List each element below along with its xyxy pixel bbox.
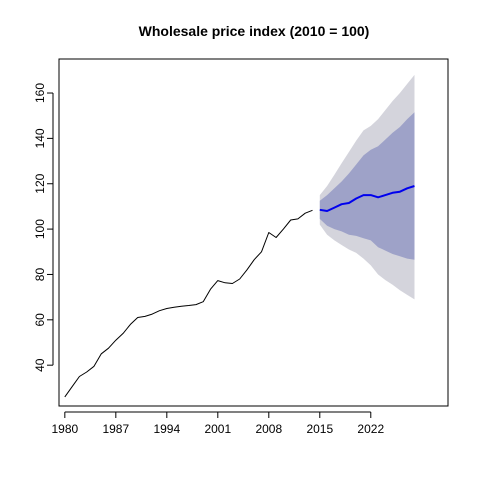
x-tick-label: 2015: [306, 422, 333, 436]
y-tick-label: 80: [33, 268, 47, 282]
x-tick-label: 2022: [357, 422, 384, 436]
x-tick-label: 1994: [153, 422, 180, 436]
y-tick-label: 120: [33, 173, 47, 193]
series-line-forecast_mean: [319, 185, 415, 212]
x-tick-label: 1987: [102, 422, 129, 436]
y-tick-label: 100: [33, 219, 47, 239]
x-tick-label: 1980: [51, 422, 78, 436]
y-tick-label: 140: [33, 128, 47, 148]
confidence-band-1: [319, 112, 415, 260]
y-tick-label: 40: [33, 358, 47, 372]
y-tick-label: 60: [33, 313, 47, 327]
confidence-bands: [319, 74, 415, 300]
y-axis: 40 60 80 100 120 140 160: [33, 83, 54, 372]
x-axis: 1980 1987 1994 2001 2008 2015 2022: [51, 411, 384, 436]
x-tick-label: 2008: [255, 422, 282, 436]
y-tick-label: 160: [33, 83, 47, 103]
chart-title: Wholesale price index (2010 = 100): [139, 23, 370, 39]
series-lines: [64, 185, 415, 398]
plot-frame: [58, 58, 449, 407]
series-line-historical: [64, 209, 313, 398]
x-tick-label: 2001: [204, 422, 231, 436]
